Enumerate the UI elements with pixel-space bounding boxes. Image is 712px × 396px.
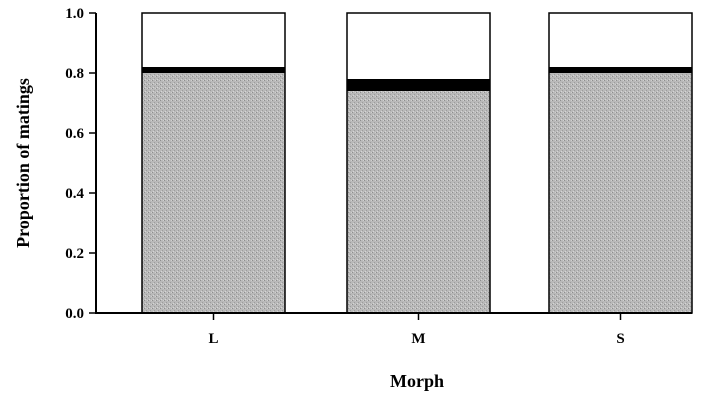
y-tick-label: 0.6 <box>65 126 84 142</box>
bar-S-segment-3 <box>549 13 692 67</box>
y-tick-label: 0.0 <box>65 306 84 322</box>
bar-S-segment-2 <box>549 67 692 73</box>
bar-M-segment-2 <box>347 79 490 91</box>
y-tick-label: 0.4 <box>65 186 84 202</box>
bar-L-segment-1 <box>142 73 285 313</box>
y-axis-title: Proportion of matings <box>13 78 33 248</box>
x-tick-label-L: L <box>208 331 218 347</box>
x-tick-label-M: M <box>411 331 425 347</box>
plot-area <box>141 12 693 314</box>
x-tick-label-S: S <box>616 331 624 347</box>
bar-M-segment-1 <box>347 91 490 313</box>
y-tick-label: 0.2 <box>65 246 84 262</box>
bar-S-segment-1 <box>549 73 692 313</box>
bar-M-segment-3 <box>347 13 490 79</box>
y-tick-label: 1.0 <box>65 6 84 22</box>
bar-L-segment-2 <box>142 67 285 73</box>
x-axis-title: Morph <box>390 371 444 391</box>
bar-L-segment-3 <box>142 13 285 67</box>
y-ticks: 0.0 0.2 0.4 0.6 0.8 1.0 <box>65 6 96 322</box>
y-tick-label: 0.8 <box>65 66 84 82</box>
